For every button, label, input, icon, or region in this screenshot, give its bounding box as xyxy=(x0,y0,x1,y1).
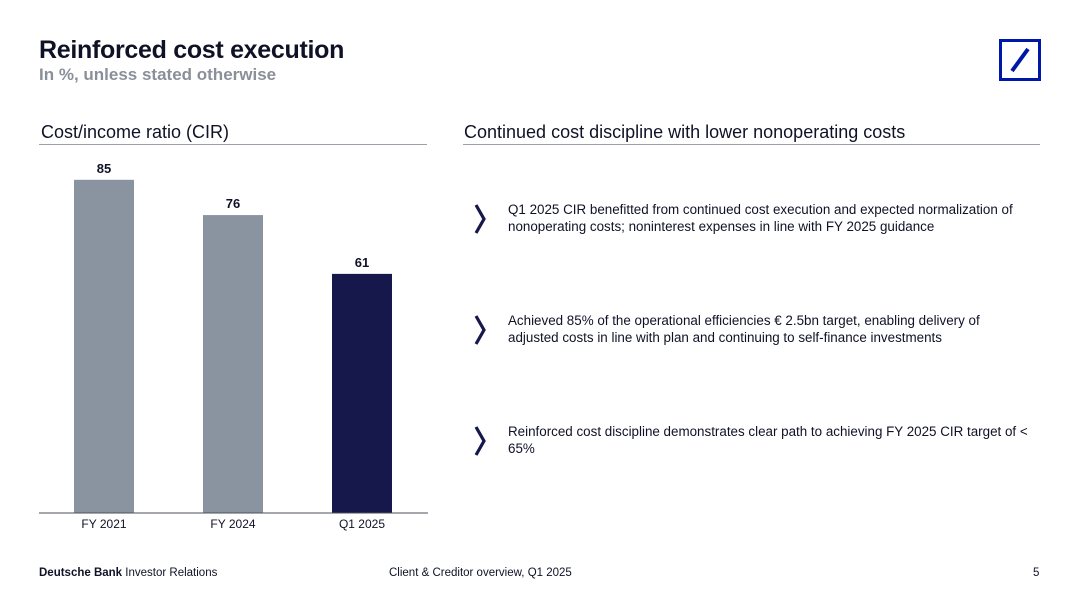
page-title: Reinforced cost execution xyxy=(39,36,345,64)
bullet-item: Q1 2025 CIR benefitted from continued co… xyxy=(472,201,1032,241)
x-tick-label: Q1 2025 xyxy=(339,517,385,531)
chevron-right-icon xyxy=(474,315,486,345)
x-tick-label: FY 2024 xyxy=(210,517,255,531)
data-label: 85 xyxy=(97,161,111,176)
bullet-text: Q1 2025 CIR benefitted from continued co… xyxy=(508,202,1013,234)
cir-bar-chart: 85 FY 2021 76 FY 2024 61 Q1 2025 xyxy=(39,161,428,531)
x-tick-label: FY 2021 xyxy=(81,517,126,531)
bullet-item: Achieved 85% of the operational efficien… xyxy=(472,312,1032,352)
commentary-section-heading: Continued cost discipline with lower non… xyxy=(464,122,906,142)
footer-brand-name: Deutsche Bank xyxy=(39,567,123,579)
bullet-text: Achieved 85% of the operational efficien… xyxy=(508,313,980,345)
deutsche-bank-logo-icon xyxy=(999,39,1041,81)
footer-document-title: Client & Creditor overview, Q1 2025 xyxy=(389,567,572,579)
chart-section-divider xyxy=(39,144,427,145)
commentary-section-divider xyxy=(463,144,1040,145)
bar-fy-2021 xyxy=(74,179,134,514)
bullet-text: Reinforced cost discipline demonstrates … xyxy=(508,424,1028,456)
page-number: 5 xyxy=(1033,567,1040,579)
data-label: 61 xyxy=(355,255,369,270)
footer-brand: Deutsche Bank Investor Relations xyxy=(39,567,217,579)
chevron-right-icon xyxy=(474,204,486,234)
bar-fy-2024 xyxy=(203,215,263,513)
chevron-right-icon xyxy=(474,426,486,456)
footer-brand-suffix: Investor Relations xyxy=(125,567,218,579)
bullet-item: Reinforced cost discipline demonstrates … xyxy=(472,423,1032,463)
chart-section-heading: Cost/income ratio (CIR) xyxy=(41,122,230,142)
bar-q1-2025 xyxy=(332,273,392,513)
page-subtitle: In %, unless stated otherwise xyxy=(39,65,277,84)
data-label: 76 xyxy=(226,196,240,211)
